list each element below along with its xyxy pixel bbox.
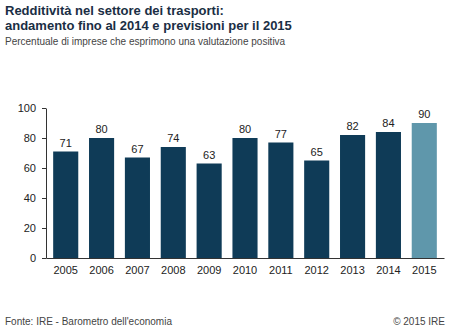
x-tick: 2015 (412, 264, 436, 276)
x-tick: 2006 (89, 264, 113, 276)
data-label: 80 (239, 123, 251, 135)
data-label: 67 (131, 143, 143, 155)
y-tick-mark (42, 228, 46, 229)
data-label: 71 (60, 137, 72, 149)
data-label: 77 (275, 128, 287, 140)
data-label: 84 (382, 117, 394, 129)
x-tick-label: 2006 (89, 264, 113, 276)
x-tick: 2005 (53, 264, 77, 276)
x-tick-label: 2015 (412, 264, 436, 276)
y-tick: 80 (24, 132, 46, 144)
x-tick-label: 2008 (161, 264, 185, 276)
source: Fonte: IRE - Barometro dell'economia (5, 316, 172, 327)
y-tick-mark (42, 138, 46, 139)
bar (412, 123, 437, 258)
x-tick-label: 2007 (125, 264, 149, 276)
title: Redditività nel settore dei trasporti:an… (5, 3, 292, 33)
credit: © 2015 IRE (393, 316, 445, 327)
x-tick: 2012 (304, 264, 328, 276)
title-line: Redditività nel settore dei trasporti: (5, 3, 224, 18)
bar (232, 138, 257, 258)
plot: 0 20 40 60 80 100 2005 2006 2007 2008 2009 2010 2011… (18, 102, 445, 276)
bars (53, 123, 437, 258)
bar (161, 147, 186, 258)
y-tick-label: 60 (24, 162, 36, 174)
bar (89, 138, 114, 258)
x-tick: 2010 (233, 264, 257, 276)
data-label: 82 (346, 120, 358, 132)
x-axis: 2005 2006 2007 2008 2009 2010 2011 2012 2013 2014… (47, 259, 445, 276)
x-tick-label: 2014 (376, 264, 400, 276)
y-tick: 40 (24, 192, 46, 204)
bar (125, 158, 150, 259)
data-label: 65 (311, 146, 323, 158)
x-tick: 2014 (376, 264, 400, 276)
x-tick-label: 2012 (304, 264, 328, 276)
y-tick-mark (42, 168, 46, 169)
bar (268, 143, 293, 259)
data-label: 90 (418, 108, 430, 120)
data-label: 80 (95, 123, 107, 135)
x-tick: 2013 (340, 264, 364, 276)
bar (376, 132, 401, 258)
title-line: andamento fino al 2014 e previsioni per … (5, 18, 292, 33)
x-tick: 2011 (269, 264, 293, 276)
subtitle: Percentuale di imprese che esprimono una… (5, 36, 286, 47)
bar (340, 135, 365, 258)
x-axis-line (47, 258, 445, 259)
x-tick-label: 2011 (269, 264, 293, 276)
y-tick-label: 0 (30, 252, 36, 264)
x-tick: 2007 (125, 264, 149, 276)
y-tick: 100 (18, 102, 46, 114)
x-tick: 2008 (161, 264, 185, 276)
data-labels: 71 80 67 74 63 80 77 65 82 84 90 (60, 108, 431, 161)
bar (53, 152, 78, 259)
data-label: 63 (203, 149, 215, 161)
x-tick-label: 2013 (340, 264, 364, 276)
x-tick-label: 2005 (53, 264, 77, 276)
x-tick-label: 2010 (233, 264, 257, 276)
y-tick-mark (42, 108, 46, 109)
x-tick: 2009 (197, 264, 221, 276)
y-axis: 0 20 40 60 80 100 (18, 102, 47, 264)
y-tick-mark (42, 258, 46, 259)
y-tick-label: 100 (18, 102, 36, 114)
bar (304, 161, 329, 259)
y-tick-label: 20 (24, 222, 36, 234)
y-tick: 0 (30, 252, 46, 264)
y-axis-line (46, 109, 47, 259)
y-tick-label: 80 (24, 132, 36, 144)
x-tick-label: 2009 (197, 264, 221, 276)
y-tick-label: 40 (24, 192, 36, 204)
y-tick: 20 (24, 222, 46, 234)
bar (197, 164, 222, 259)
chart: Redditività nel settore dei trasporti:an… (0, 0, 450, 333)
y-tick-mark (42, 198, 46, 199)
y-tick: 60 (24, 162, 46, 174)
data-label: 74 (167, 132, 179, 144)
